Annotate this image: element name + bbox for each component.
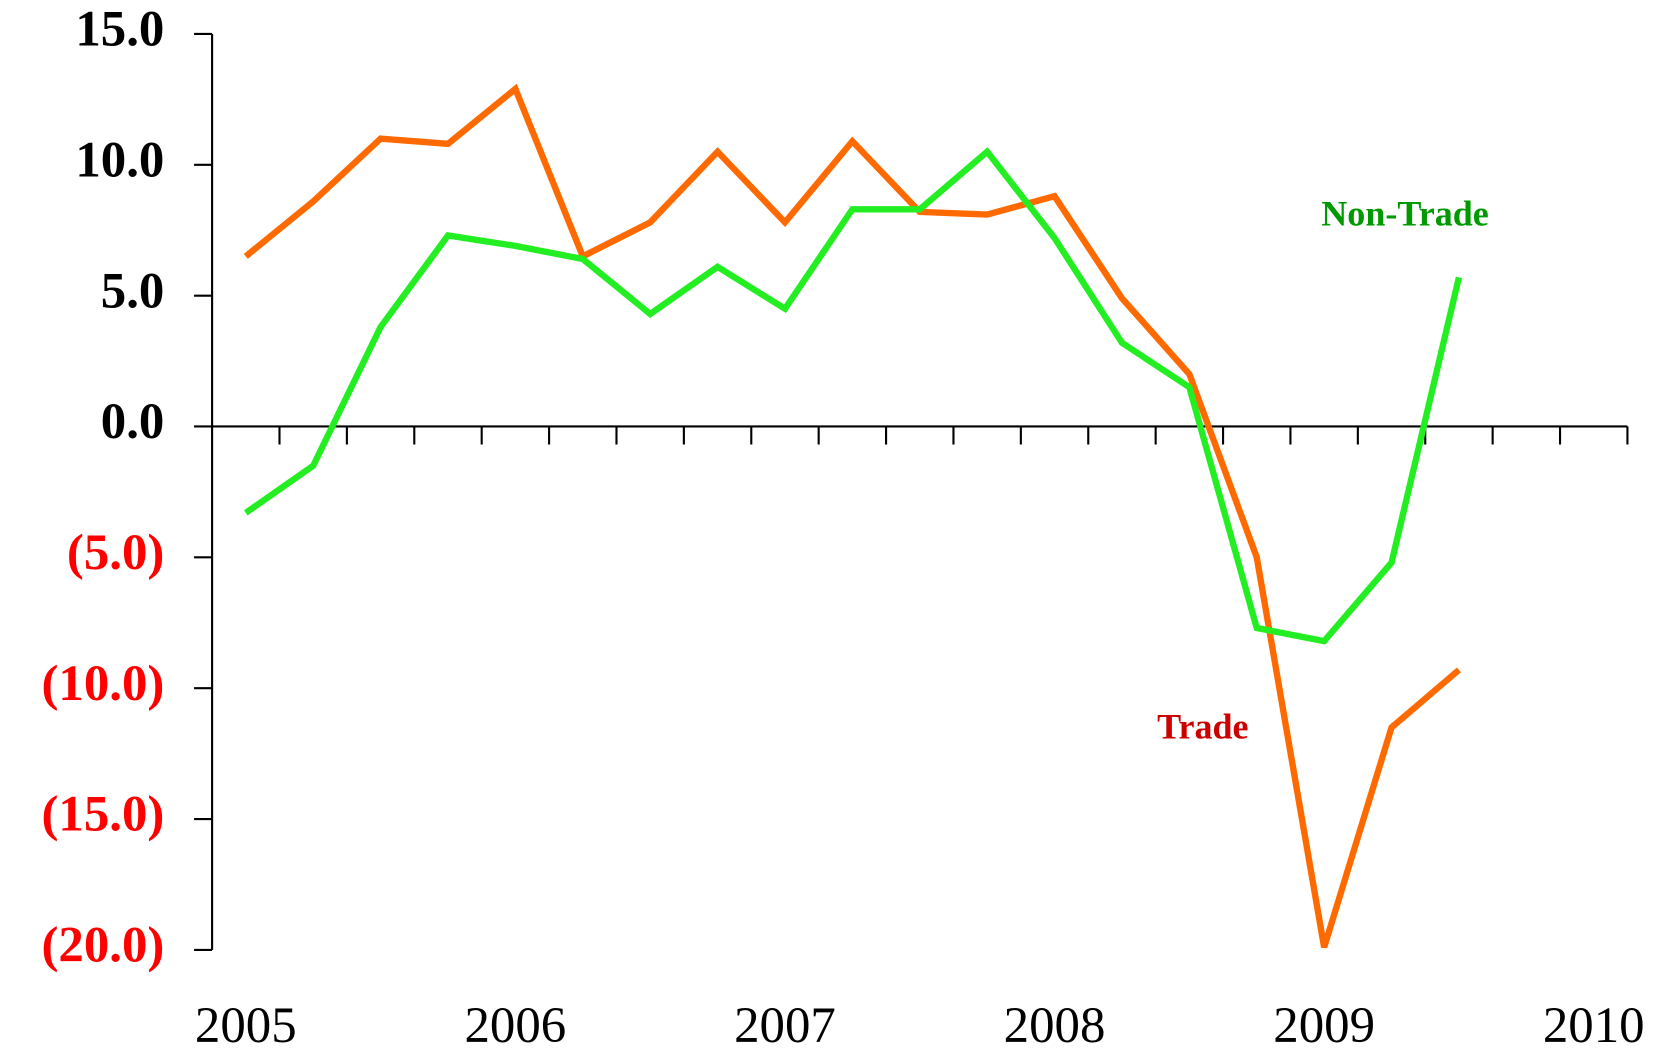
y-tick-label: (15.0) — [41, 787, 164, 843]
x-tick-label: 2008 — [1004, 998, 1106, 1054]
y-tick-label: (20.0) — [41, 918, 164, 974]
series-line — [243, 83, 1462, 949]
annotation: Non-Trade — [1321, 193, 1488, 233]
annotation: Trade — [1157, 706, 1248, 746]
x-tick-label: 2005 — [195, 998, 297, 1054]
y-tick-label: 5.0 — [101, 263, 165, 319]
x-tick-label: 2010 — [1543, 998, 1645, 1054]
y-tick-label: 10.0 — [75, 132, 164, 188]
series-line — [243, 147, 1463, 645]
x-tick-label: 2009 — [1273, 998, 1375, 1054]
y-tick-label: (5.0) — [67, 525, 164, 581]
x-tick-label: 2007 — [734, 998, 836, 1054]
y-tick-label: 0.0 — [101, 394, 165, 450]
x-tick-label: 2006 — [465, 998, 567, 1054]
y-tick-label: 15.0 — [75, 2, 164, 58]
y-tick-label: (10.0) — [41, 656, 164, 712]
